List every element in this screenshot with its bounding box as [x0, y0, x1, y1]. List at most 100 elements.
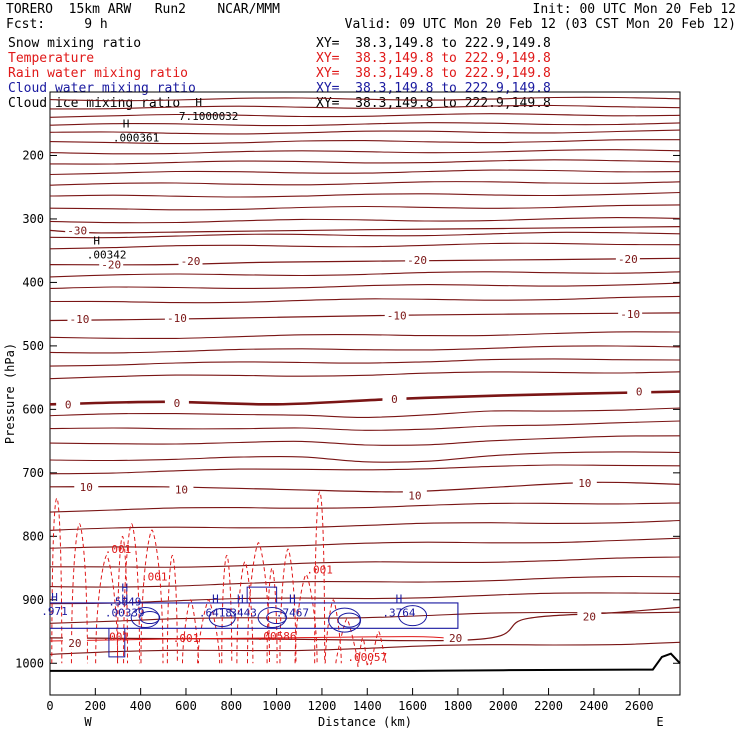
label-bg: [74, 480, 99, 493]
label-bg: [384, 309, 409, 322]
cloud-water-maxima-label: .3764: [382, 606, 415, 619]
theta-line: [49, 104, 681, 110]
theta-line: [49, 420, 681, 431]
temperature-label: -10: [70, 313, 90, 326]
rain-contours: [49, 491, 458, 667]
header-fcst: Fcst: 9 h: [6, 17, 108, 32]
theta-line: [49, 113, 681, 118]
x-tick-label: 200: [84, 699, 106, 713]
temperature-contour: [49, 312, 681, 322]
theta-line: [49, 611, 681, 624]
header-init: Init: 00 UTC Mon 20 Feb 12: [532, 2, 737, 17]
terrain: [50, 652, 681, 672]
y-tick-label: 1000: [15, 656, 44, 670]
rain-contour: [357, 637, 369, 667]
temperature-label: 20: [449, 632, 462, 645]
label-bg: [169, 483, 194, 496]
theta-line: [49, 464, 681, 475]
cloud-water-high-marker: H: [396, 592, 403, 605]
label-bg: [618, 308, 643, 321]
x-axis-label: Distance (km): [318, 715, 412, 729]
cloud-water-contours: [50, 586, 459, 658]
label-bg: [615, 252, 640, 265]
theta-line: [49, 191, 681, 198]
legend-xy-1: XY= 38.3,149.8 to 222.9,149.8: [316, 36, 551, 51]
cloud-water-high-marker: H: [212, 592, 219, 605]
x-tick-label: 2600: [625, 699, 654, 713]
rain-maxima-label: .001: [105, 543, 132, 556]
rain-contour: [182, 599, 200, 664]
temperature-label: -10: [167, 312, 187, 325]
rain-contour: [324, 599, 342, 664]
label-bg: [164, 397, 189, 410]
label-bg: [577, 610, 602, 623]
x-tick-label: 2200: [534, 699, 563, 713]
label-bg: [402, 489, 427, 502]
label-bg: [405, 254, 430, 267]
theta-line: [49, 556, 681, 568]
west-label: W: [84, 715, 92, 729]
legend-xy-3: XY= 38.3,149.8 to 222.9,149.8: [316, 66, 551, 81]
rain-contour: [335, 618, 359, 664]
temperature-label: 20: [583, 610, 596, 623]
rain-contour: [266, 567, 278, 664]
cloud-water-outline: [50, 602, 459, 629]
label-bg: [572, 476, 597, 489]
temperature-contour: [49, 257, 681, 266]
rain-contour: [166, 554, 178, 664]
temperature-label: 0: [636, 386, 643, 399]
header-valid: Valid: 09 UTC Mon 20 Feb 12 (03 CST Mon …: [344, 17, 736, 32]
rain-base-line: [49, 636, 458, 642]
plot-frame: [49, 91, 681, 696]
x-tick-label: 400: [130, 699, 152, 713]
theta-line: [49, 435, 681, 446]
theta-line: [49, 407, 681, 418]
ice-high-marker: H: [93, 234, 100, 247]
legend-xy-2: XY= 38.3,149.8 to 222.9,149.8: [316, 51, 551, 66]
cloud-water-maxima-label: .5849: [108, 596, 141, 609]
label-bg: [67, 313, 92, 326]
theta-line: [49, 575, 681, 588]
y-tick-label: 500: [22, 339, 44, 353]
theta-line: [49, 149, 681, 155]
y-axis-label: Pressure (hPa): [3, 343, 17, 444]
theta-line: [49, 159, 681, 165]
temperature-label: 10: [80, 481, 93, 494]
temperature-label: 10: [408, 490, 421, 503]
cloud-water-core: [139, 611, 161, 625]
ice-maxima-label: .00342: [87, 248, 127, 261]
cloud-water-top: [246, 586, 278, 603]
theta-line: [49, 129, 681, 135]
y-tick-label: 600: [22, 402, 44, 416]
cloud-water-maxima-label: .6418: [199, 606, 232, 619]
y-tick-label: 700: [22, 466, 44, 480]
label-bg: [178, 254, 203, 267]
temperature-label: -20: [181, 255, 201, 268]
label-bg: [65, 224, 90, 237]
theta-line: [49, 96, 681, 102]
ice-high-marker: H: [195, 96, 202, 109]
temperature-label: -20: [101, 259, 121, 272]
theta-line: [49, 502, 681, 513]
rain-contour: [95, 554, 119, 664]
theta-line: [49, 122, 681, 127]
theta-line: [49, 331, 681, 340]
temperature-label: 0: [391, 393, 398, 406]
contour-labels: -30 -20 -20 -20 -20 -10 -10 -10 -10 0 0 0 0 10 10 10 10 2…: [41, 96, 652, 664]
rain-contour: [140, 529, 164, 664]
rain-contour: [236, 561, 254, 664]
temperature-label: 0: [65, 398, 72, 411]
cloud-water-core: [257, 607, 287, 629]
x-tick-label: 800: [220, 699, 242, 713]
theta-line: [49, 345, 681, 354]
rain-maxima-label: .001: [306, 563, 333, 576]
x-tick-label: 2000: [489, 699, 518, 713]
cloud-water-maxima-label: .00339: [105, 606, 145, 619]
x-tick-label: 600: [175, 699, 197, 713]
ice-high-marker: H: [123, 118, 130, 131]
legend-xy-5: XY= 38.3,149.8 to 222.9,149.8: [316, 96, 551, 111]
y-tick-label: 800: [22, 529, 44, 543]
header-title: TORERO 15km ARW Run2 NCAR/MMM: [6, 2, 280, 17]
legend-entry-1: Snow mixing ratio: [8, 36, 142, 51]
